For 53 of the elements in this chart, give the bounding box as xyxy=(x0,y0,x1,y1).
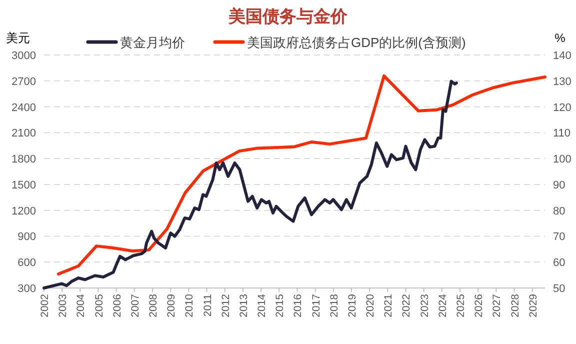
y-tick-label: 900 xyxy=(18,231,36,244)
y-tick-label: 3000 xyxy=(12,50,36,62)
x-tick-label: 2005 xyxy=(93,294,106,318)
x-tick-label: 2016 xyxy=(292,294,304,318)
x-tick-label: 2026 xyxy=(473,294,486,318)
x-tick-label: 2029 xyxy=(527,294,540,318)
x-tick-label: 2003 xyxy=(57,294,70,318)
y-tick-label: 2100 xyxy=(12,128,36,140)
y2-tick-label: 90 xyxy=(553,179,566,192)
x-tick-label: 2013 xyxy=(238,294,250,318)
x-tick-label: 2006 xyxy=(111,294,124,318)
y-tick-label: 1800 xyxy=(12,154,36,166)
y2-tick-label: 140 xyxy=(553,50,572,62)
y-tick-label: 600 xyxy=(18,257,36,270)
x-tick-label: 2020 xyxy=(364,294,377,318)
x-tick-label: 2023 xyxy=(418,294,431,318)
x-tick-label: 2002 xyxy=(39,294,51,318)
legend-label: 美国政府总债务占GDP的比例(含预测) xyxy=(247,35,466,50)
chart-title: 美国债务与金价 xyxy=(228,7,348,26)
y-tick-label: 2700 xyxy=(12,76,36,88)
y-tick-label: 300 xyxy=(18,283,36,295)
x-tick-label: 2004 xyxy=(75,294,88,318)
y-tick-label: 1200 xyxy=(12,205,36,218)
y2-tick-label: 70 xyxy=(553,231,566,244)
y-axis-title: 美元 xyxy=(6,31,30,45)
y-tick-label: 1500 xyxy=(12,179,36,192)
x-tick-label: 2012 xyxy=(220,294,232,318)
y2-tick-label: 100 xyxy=(553,154,572,166)
x-tick-label: 2024 xyxy=(436,294,449,318)
x-tick-label: 2028 xyxy=(509,294,522,318)
x-tick-label: 2008 xyxy=(148,294,160,318)
y2-tick-label: 80 xyxy=(553,205,566,218)
x-tick-label: 2018 xyxy=(328,294,340,318)
x-tick-label: 2014 xyxy=(256,294,268,318)
y2-tick-label: 50 xyxy=(553,283,566,295)
y2-tick-label: 130 xyxy=(553,76,572,88)
legend-label: 黄金月均价 xyxy=(120,35,185,50)
x-tick-label: 2009 xyxy=(166,294,178,318)
x-tick-label: 2025 xyxy=(454,294,467,318)
x-tick-label: 2007 xyxy=(129,294,142,318)
x-tick-label: 2010 xyxy=(184,294,196,318)
x-tick-label: 2011 xyxy=(202,294,214,317)
x-tick-label: 2022 xyxy=(400,294,413,318)
x-tick-label: 2017 xyxy=(310,294,322,318)
y2-tick-label: 60 xyxy=(553,257,566,270)
y2-tick-label: 120 xyxy=(553,102,572,114)
x-tick-label: 2015 xyxy=(274,294,286,318)
x-tick-label: 2027 xyxy=(491,294,504,318)
y2-axis-title: % xyxy=(554,31,566,45)
x-tick-label: 2019 xyxy=(346,294,358,318)
y-tick-label: 2400 xyxy=(12,102,36,114)
x-tick-label: 2021 xyxy=(382,294,395,318)
y2-tick-label: 110 xyxy=(553,128,571,140)
